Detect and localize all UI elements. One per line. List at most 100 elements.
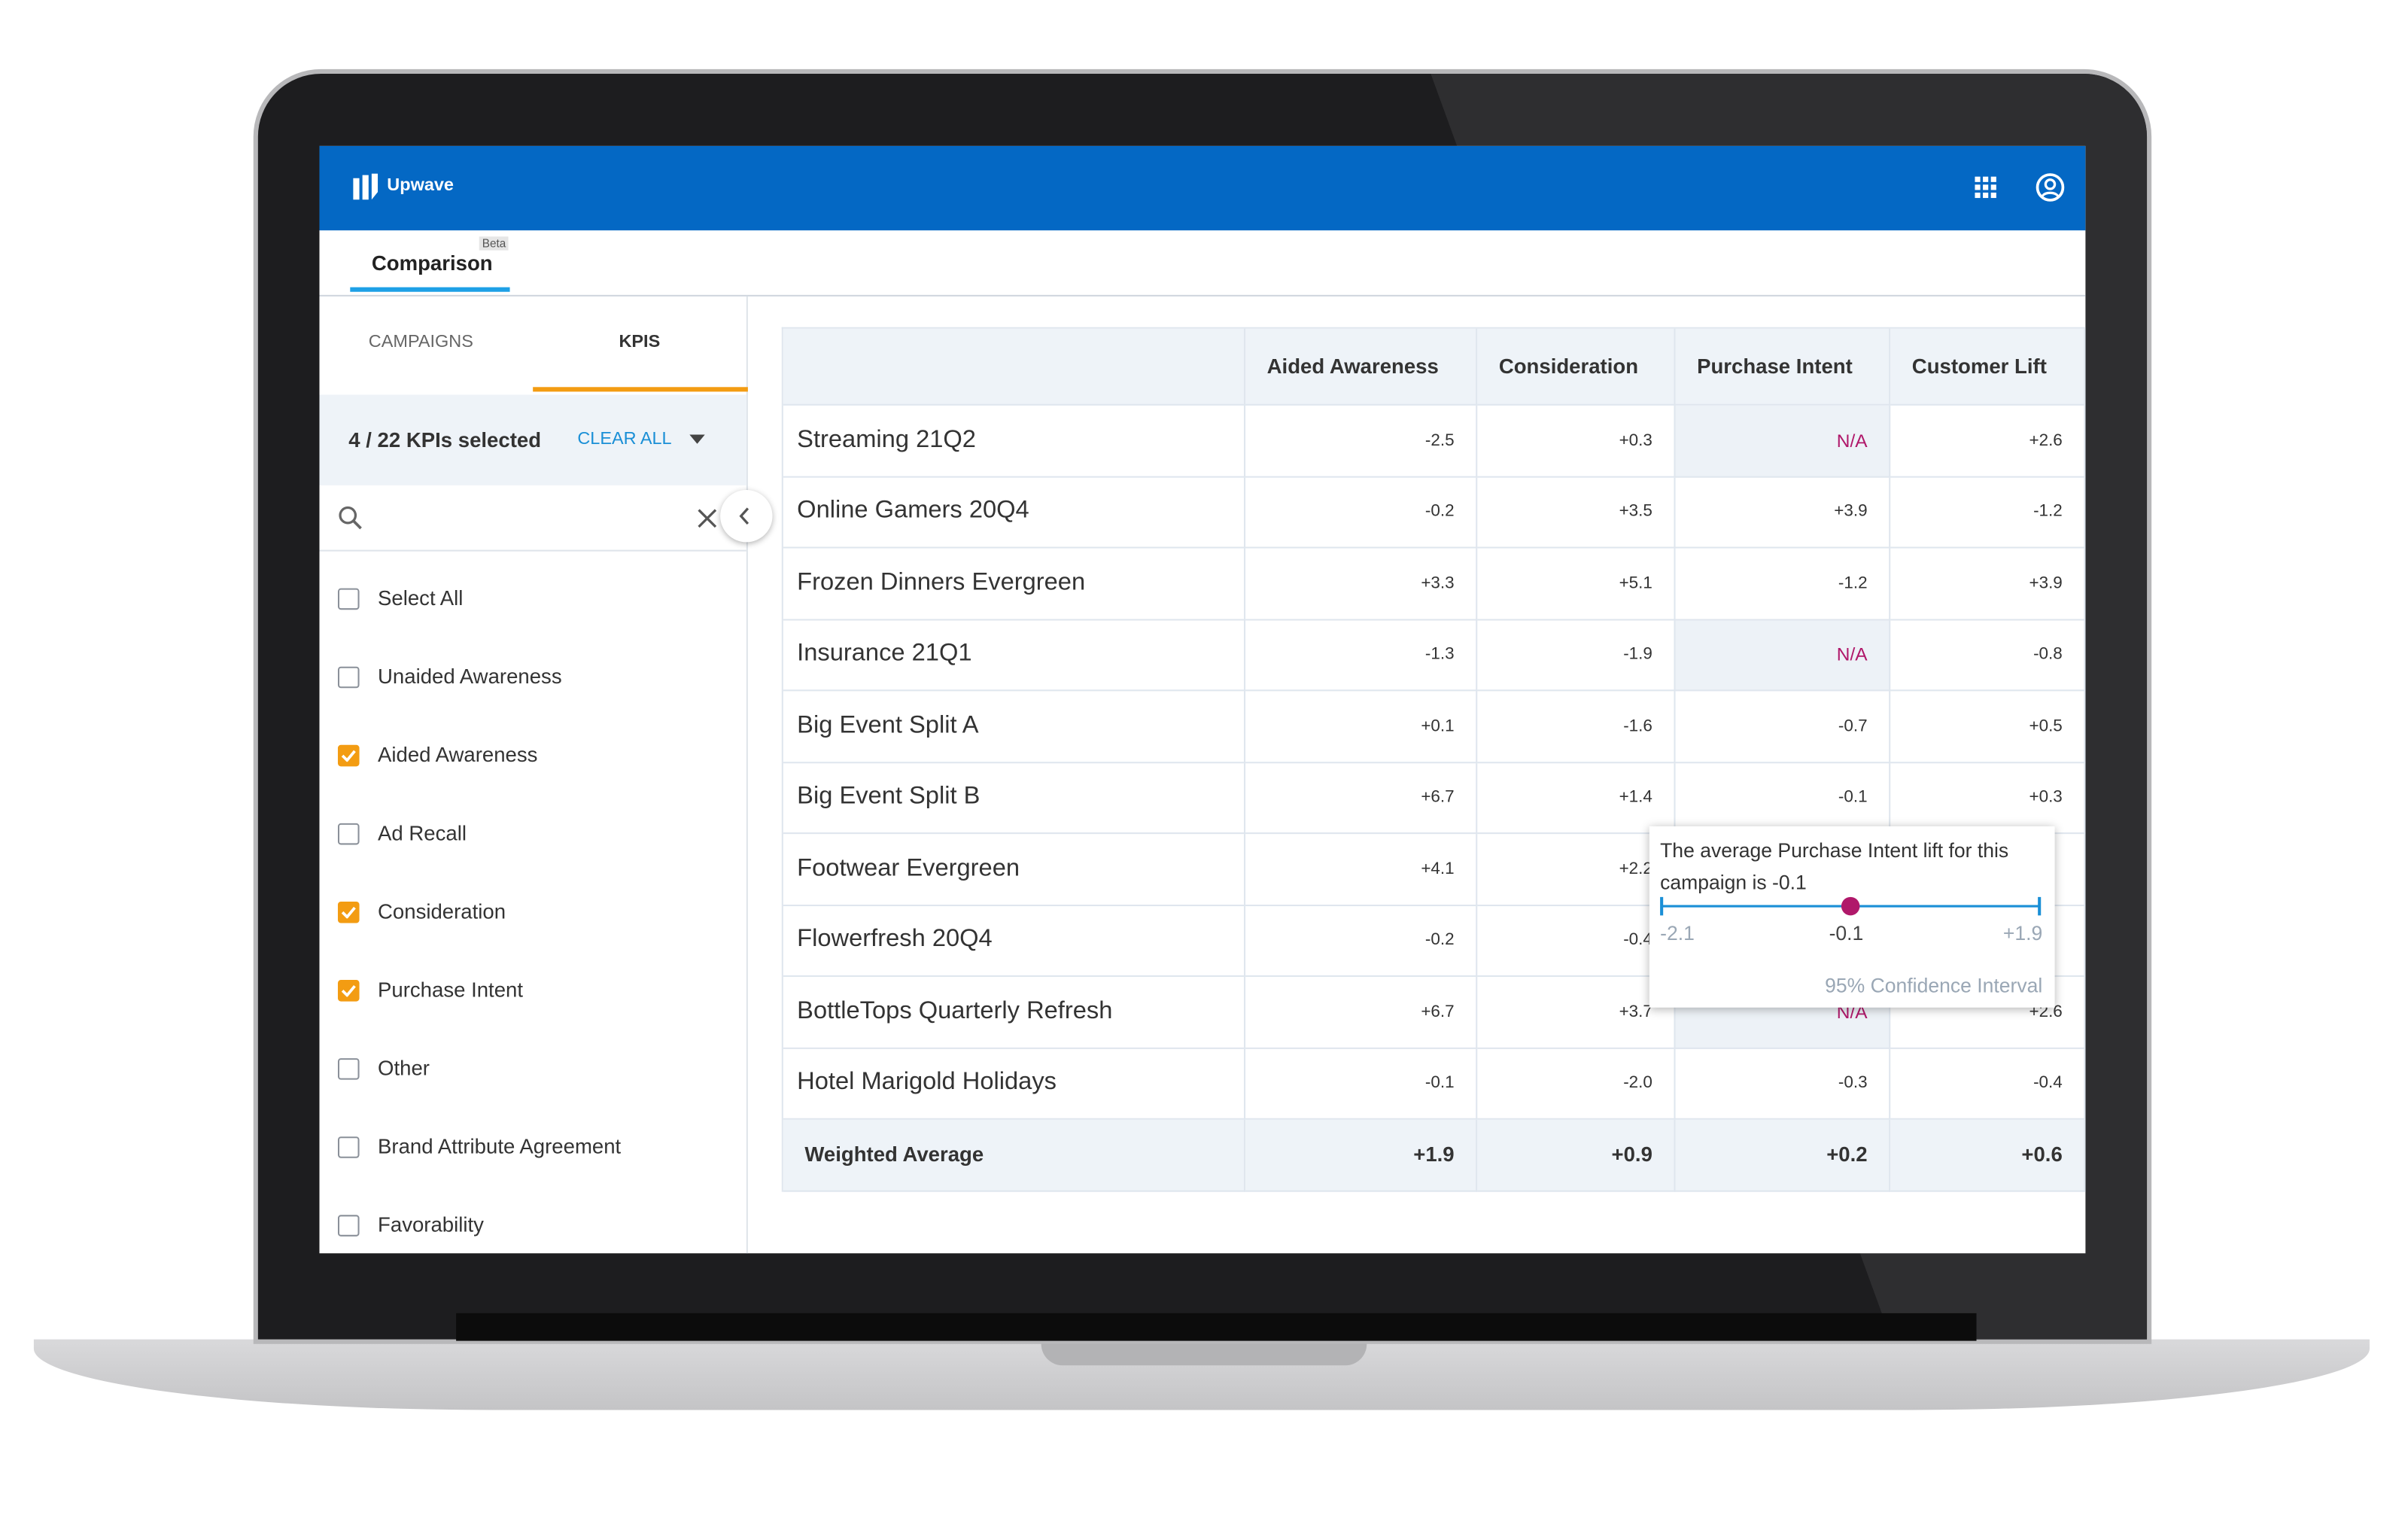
kpi-label: Purchase Intent [378,978,524,1002]
kpi-label: Select All [378,586,464,610]
tooltip-text: The average Purchase Intent lift for thi… [1660,838,2009,894]
row-name: Footwear Evergreen [783,834,1246,906]
checkbox[interactable] [337,1214,360,1236]
caret[interactable] [689,434,705,444]
kpi-label: Favorability [378,1213,484,1237]
value-cell: -1.3 [1245,619,1478,692]
value-cell: -0.1 [1675,762,1891,835]
row-name: Weighted Average [783,1119,1246,1191]
check-mark [341,749,356,762]
checkbox[interactable] [337,900,360,923]
kpi-option[interactable]: Select All [337,586,464,610]
row-name: Frozen Dinners Evergreen [783,548,1246,620]
column-header: Customer Lift [1890,328,2086,406]
apps-icon[interactable] [1973,175,1998,200]
value-cell: +3.9 [1890,548,2086,620]
tooltip: The average Purchase Intent lift for thi… [1649,826,2055,1008]
interval-low: -2.1 [1660,921,1695,945]
column-header: Aided Awareness [1245,328,1478,406]
kpi-label: Brand Attribute Agreement [378,1135,622,1158]
search-box[interactable] [319,485,746,552]
value-cell: -0.2 [1245,905,1478,977]
interval-high: +1.9 [2002,921,2043,945]
value-cell: +1.9 [1245,1119,1478,1191]
selection-count: 4 / 22 KPIs selected [348,428,542,452]
value-cell: +6.7 [1245,976,1478,1048]
kpi-label: Other [378,1057,430,1080]
value-cell: -0.4 [1890,1048,2086,1120]
value-cell: -1.2 [1890,476,2086,549]
tab-underline [350,287,510,292]
kpi-label: Consideration [378,899,506,923]
kpi-option[interactable]: Other [337,1057,430,1080]
interval-caption: 95% Confidence Interval [1825,973,2043,997]
top-bar: Upwave [319,145,2086,231]
selection-bar: 4 / 22 KPIs selected CLEAR ALL [319,394,746,485]
row-name: Big Event Split B [783,762,1246,835]
search-icon [339,506,362,530]
value-cell: -0.7 [1675,691,1891,763]
value-cell: +0.3 [1890,762,2086,835]
clear-all[interactable]: CLEAR ALL [577,430,672,449]
checkbox[interactable] [337,587,360,610]
collapse-button[interactable] [720,490,773,543]
account-icon[interactable] [2035,172,2066,203]
row-name: Insurance 21Q1 [783,619,1246,692]
checkbox[interactable] [337,1136,360,1158]
value-cell: -1.2 [1675,548,1891,620]
value-cell: +5.1 [1477,548,1676,620]
value-cell: +3.7 [1477,976,1676,1048]
tab-bar: Comparison Beta [319,230,2086,297]
kpi-option[interactable]: Aided Awareness [337,743,538,767]
kpi-option[interactable]: Ad Recall [337,821,467,845]
chevron-left [739,507,749,525]
value-cell: +6.7 [1245,762,1478,835]
value-cell: +0.9 [1477,1119,1676,1191]
check-mark [341,984,356,996]
value-cell: +3.5 [1477,476,1676,549]
tab-kpis[interactable]: KPIS [619,333,661,352]
value-cell: +1.4 [1477,762,1676,835]
kpi-label: Ad Recall [378,821,467,845]
value-cell: +0.1 [1245,691,1478,763]
kpi-option[interactable]: Unaided Awareness [337,665,562,688]
row-name: Streaming 21Q2 [783,405,1246,477]
column-header: Consideration [1477,328,1676,406]
header-corner [783,328,1246,406]
checkbox[interactable] [337,979,360,1001]
kpi-option[interactable]: Consideration [337,899,506,923]
value-cell: +3.9 [1675,476,1891,549]
checkbox[interactable] [337,822,360,844]
tab-campaigns[interactable]: CAMPAIGNS [368,333,473,352]
value-cell: -0.4 [1477,905,1676,977]
hinge [456,1313,1977,1341]
interval-mid: -0.1 [1829,921,1864,945]
value-cell: -2.0 [1477,1048,1676,1120]
checkbox[interactable] [337,665,360,688]
checkbox[interactable] [337,1057,360,1079]
checkbox[interactable] [337,744,360,766]
kpi-option[interactable]: Favorability [337,1213,484,1237]
value-cell: +0.2 [1675,1119,1891,1191]
sidebar: CAMPAIGNS KPIS 4 / 22 KPIs selected CLEA… [319,296,748,1254]
kpi-underline [533,387,748,392]
value-cell: -0.2 [1245,476,1478,549]
value-cell: +2.6 [1890,405,2086,477]
row-name: Big Event Split A [783,691,1246,763]
value-cell: +0.6 [1890,1119,2086,1191]
value-cell: +0.5 [1890,691,2086,763]
value-cell: N/A [1675,405,1891,477]
kpi-label: Aided Awareness [378,743,538,767]
brand: Upwave [387,176,454,196]
tab-comparison[interactable]: Comparison [371,251,493,275]
value-cell: +2.2 [1477,834,1676,906]
clear-search[interactable] [698,509,718,529]
kpi-option[interactable]: Brand Attribute Agreement [337,1135,622,1158]
check-mark [341,905,356,918]
kpi-option[interactable]: Purchase Intent [337,978,524,1002]
app-screen: Upwave Comparison Beta CAMPAIGNS KPIS 4 … [319,145,2086,1254]
row-name: Online Gamers 20Q4 [783,476,1246,549]
value-cell: -1.6 [1477,691,1676,763]
